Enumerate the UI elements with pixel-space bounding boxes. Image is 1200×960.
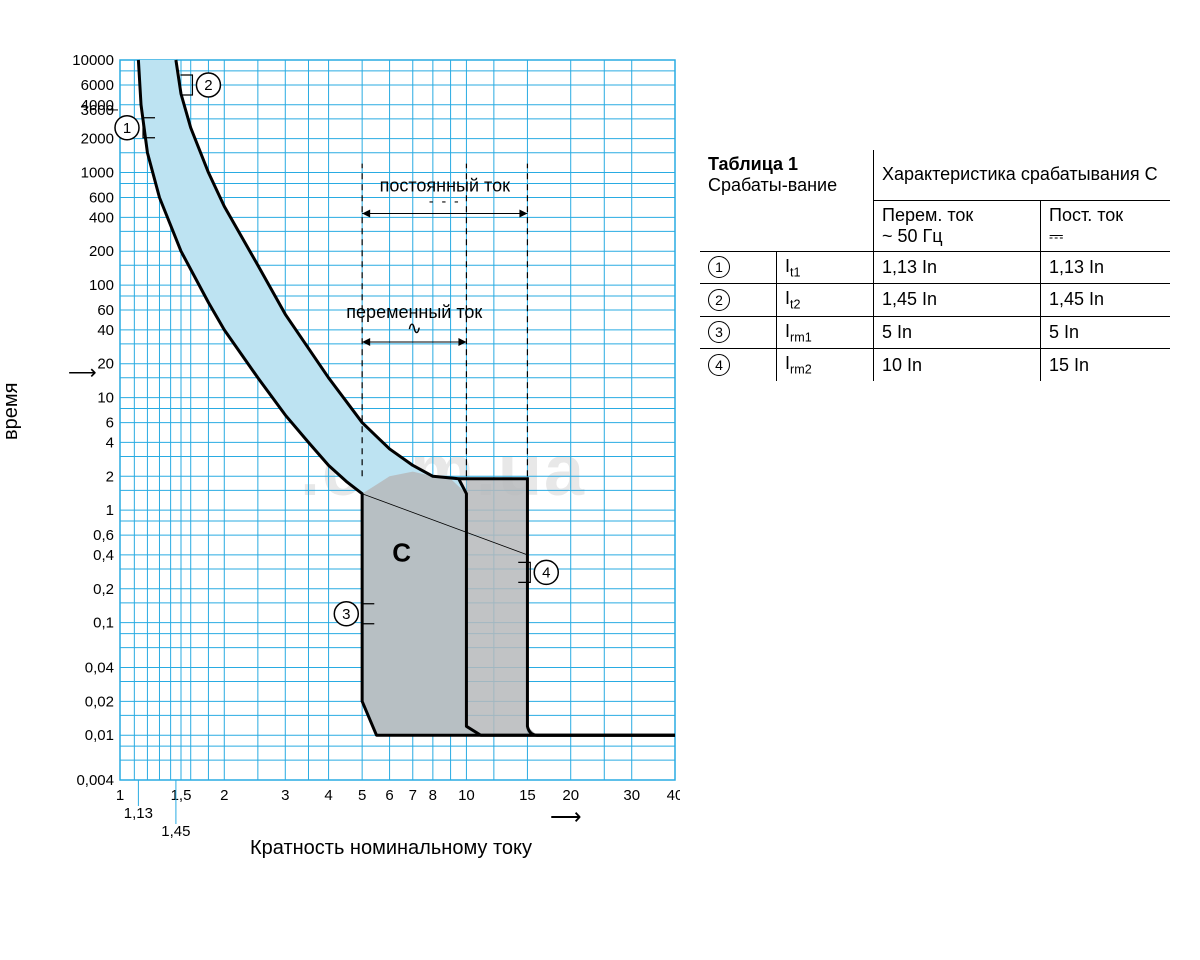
svg-text:1: 1 [123,120,131,137]
svg-text:10: 10 [458,787,475,804]
svg-text:100: 100 [89,277,114,294]
table-row: 4Irm210 In15 In [700,349,1170,381]
svg-text:3: 3 [342,606,350,623]
svg-text:0,02: 0,02 [85,693,114,710]
svg-text:20: 20 [562,787,579,804]
svg-text:60: 60 [97,302,114,319]
svg-text:0,04: 0,04 [85,659,114,676]
chart-svg: постоянный ток- - -переменный ток∿C12340… [20,50,680,850]
svg-text:1,13: 1,13 [124,805,153,822]
col-dc-sub: ⎓ [1049,226,1063,246]
svg-text:6000: 6000 [81,77,114,94]
tripping-curve-chart: постоянный ток- - -переменный ток∿C12340… [20,50,680,850]
svg-text:30: 30 [623,787,640,804]
svg-text:7: 7 [409,787,417,804]
svg-text:2: 2 [204,77,212,94]
svg-text:3: 3 [281,787,289,804]
svg-text:0,6: 0,6 [93,527,114,544]
svg-text:15: 15 [519,787,536,804]
svg-text:2: 2 [220,787,228,804]
svg-text:5: 5 [358,787,366,804]
y-axis-label: время [0,383,23,440]
table-row: 2It21,45 In1,45 In [700,284,1170,317]
svg-text:2000: 2000 [81,131,114,148]
svg-text:0,01: 0,01 [85,727,114,744]
svg-text:C: C [392,537,411,567]
svg-text:4000: 4000 [81,97,114,114]
svg-text:4: 4 [542,564,550,581]
svg-text:8: 8 [429,787,437,804]
svg-text:1: 1 [106,502,114,519]
svg-text:40: 40 [97,322,114,339]
table-row: 3Irm15 In5 In [700,316,1170,349]
svg-text:1,5: 1,5 [171,787,192,804]
svg-text:1: 1 [116,787,124,804]
svg-text:4: 4 [324,787,332,804]
svg-text:10000: 10000 [72,52,114,69]
table-title: Таблица 1 [708,154,798,174]
svg-text:400: 400 [89,209,114,226]
svg-text:1000: 1000 [81,165,114,182]
svg-text:600: 600 [89,190,114,207]
svg-text:- - -: - - - [429,192,461,208]
svg-text:6: 6 [106,415,114,432]
svg-text:0,2: 0,2 [93,581,114,598]
x-axis-label: Кратность номинальному току [250,837,532,860]
x-axis-arrow: ⟶ [550,804,582,830]
table-row: 1It11,13 In1,13 In [700,251,1170,284]
svg-text:20: 20 [97,356,114,373]
characteristic-table: Таблица 1 Срабаты-вание Характеристика с… [700,150,1170,381]
table-col-header: Характеристика срабатывания C [882,164,1158,184]
svg-text:2: 2 [106,468,114,485]
col-ac: Перем. ток [882,205,973,225]
table-subtitle: Срабаты-вание [708,175,837,195]
svg-text:1,45: 1,45 [161,823,190,840]
svg-text:40: 40 [667,787,680,804]
svg-text:0,1: 0,1 [93,615,114,632]
svg-text:0,004: 0,004 [76,772,114,789]
y-axis-arrow: ⟶ [68,360,97,385]
svg-text:6: 6 [385,787,393,804]
col-ac-sub: ~ 50 Гц [882,226,943,246]
svg-text:∿: ∿ [407,318,422,338]
svg-text:10: 10 [97,390,114,407]
svg-text:200: 200 [89,243,114,260]
svg-text:0,4: 0,4 [93,547,114,564]
col-dc: Пост. ток [1049,205,1123,225]
svg-text:4: 4 [106,434,114,451]
